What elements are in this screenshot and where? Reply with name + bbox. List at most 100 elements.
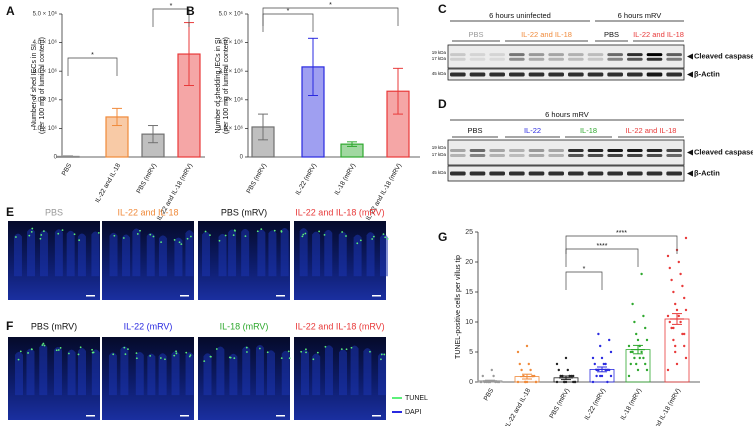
villus — [268, 230, 277, 277]
tunel-signal — [123, 346, 126, 349]
tunel-signal — [382, 233, 385, 236]
tunel-signal — [324, 345, 327, 348]
villus — [312, 231, 321, 277]
tunel-signal — [350, 346, 353, 349]
tunel-signal — [356, 242, 359, 245]
blot-band — [607, 171, 623, 176]
tunel-signal — [175, 350, 177, 353]
data-point — [670, 326, 673, 330]
tunel-signal — [244, 235, 247, 238]
lane-label: IL-22 and IL-18 — [633, 30, 684, 39]
protein-label: β-Actin — [694, 168, 720, 177]
kda-marker: 19 kDa — [432, 145, 447, 150]
y-tick-label: 5.0 × 10⁶ — [33, 11, 58, 18]
data-point — [683, 296, 686, 300]
blot-band — [489, 149, 505, 152]
tunel-signal — [280, 357, 283, 360]
tunel-signal — [175, 352, 178, 355]
villus — [132, 228, 141, 277]
panel-letter: D — [438, 97, 447, 111]
villus — [78, 348, 87, 396]
tunel-signal — [323, 233, 326, 236]
tunel-signal — [345, 235, 347, 237]
blot-band — [469, 72, 486, 77]
villus — [353, 234, 362, 277]
y-tick-label: 4.0 × 10⁶ — [219, 39, 244, 46]
villus — [242, 346, 251, 396]
blot-band — [509, 171, 525, 176]
blot-band — [450, 72, 466, 77]
tunel-signal — [188, 355, 191, 358]
x-tick-label: IL-18 (mRV) — [334, 162, 358, 196]
blot-background — [447, 44, 685, 69]
data-point — [633, 320, 636, 324]
villus — [312, 353, 321, 396]
lane-label: PBS — [468, 30, 483, 39]
tunel-signal — [27, 352, 29, 354]
data-point — [557, 368, 560, 372]
y-tick-label: 5.0 × 10⁶ — [219, 11, 244, 18]
data-point — [564, 356, 568, 360]
blot-band — [548, 53, 564, 57]
villus — [135, 352, 144, 396]
arrowhead — [687, 71, 693, 78]
arrowhead — [687, 53, 693, 60]
villus — [66, 230, 75, 277]
blot-background — [447, 165, 685, 182]
data-point — [672, 326, 675, 330]
tunel-signal — [189, 354, 192, 357]
legend-label: DAPI — [405, 409, 421, 416]
tunel-signal — [17, 358, 20, 361]
data-point — [609, 374, 613, 378]
villus — [108, 352, 117, 396]
blot-band — [548, 154, 564, 157]
blot-band — [587, 57, 604, 61]
villus — [147, 353, 156, 396]
data-point — [599, 344, 602, 348]
data-point — [520, 368, 523, 372]
tunel-signal — [300, 350, 303, 353]
tunel-signal — [209, 355, 212, 358]
data-point — [492, 374, 495, 378]
data-point — [635, 362, 638, 366]
tunel-signal — [312, 358, 315, 361]
data-point — [679, 272, 682, 276]
data-point — [564, 380, 568, 384]
data-point — [683, 332, 686, 336]
tunel-signal — [39, 237, 42, 240]
tunel-signal — [318, 230, 321, 233]
data-point — [600, 356, 604, 360]
blot-band — [568, 72, 584, 77]
villus — [363, 348, 372, 396]
blot-band — [469, 171, 486, 176]
blot-band — [627, 171, 643, 176]
x-tick-label: PBS — [483, 387, 496, 402]
significance-bracket — [262, 13, 314, 32]
tunel-signal — [135, 357, 138, 360]
tunel-signal — [61, 229, 64, 231]
tunel-signal — [256, 230, 259, 233]
data-point — [638, 356, 641, 360]
tunel-signal — [345, 348, 348, 351]
tunel-signal — [30, 230, 33, 233]
villus — [13, 233, 22, 277]
blot-band — [587, 154, 604, 157]
blot-band — [666, 154, 682, 157]
data-point — [666, 314, 670, 318]
blot-band — [509, 57, 525, 61]
data-point — [672, 338, 675, 342]
data-point — [679, 320, 682, 324]
villus — [53, 347, 62, 396]
villus — [257, 229, 266, 277]
y-tick-label: 1.0 × 10⁶ — [219, 125, 244, 132]
data-point — [570, 374, 573, 378]
data-point — [479, 380, 483, 384]
villus — [218, 233, 227, 277]
lane-label: IL-18 — [580, 126, 597, 135]
image-label: IL-22 (mRV) — [124, 321, 173, 331]
scale-bar — [276, 295, 285, 297]
image-label: PBS — [45, 207, 63, 217]
data-point — [600, 374, 604, 378]
significance-bracket — [152, 8, 190, 27]
